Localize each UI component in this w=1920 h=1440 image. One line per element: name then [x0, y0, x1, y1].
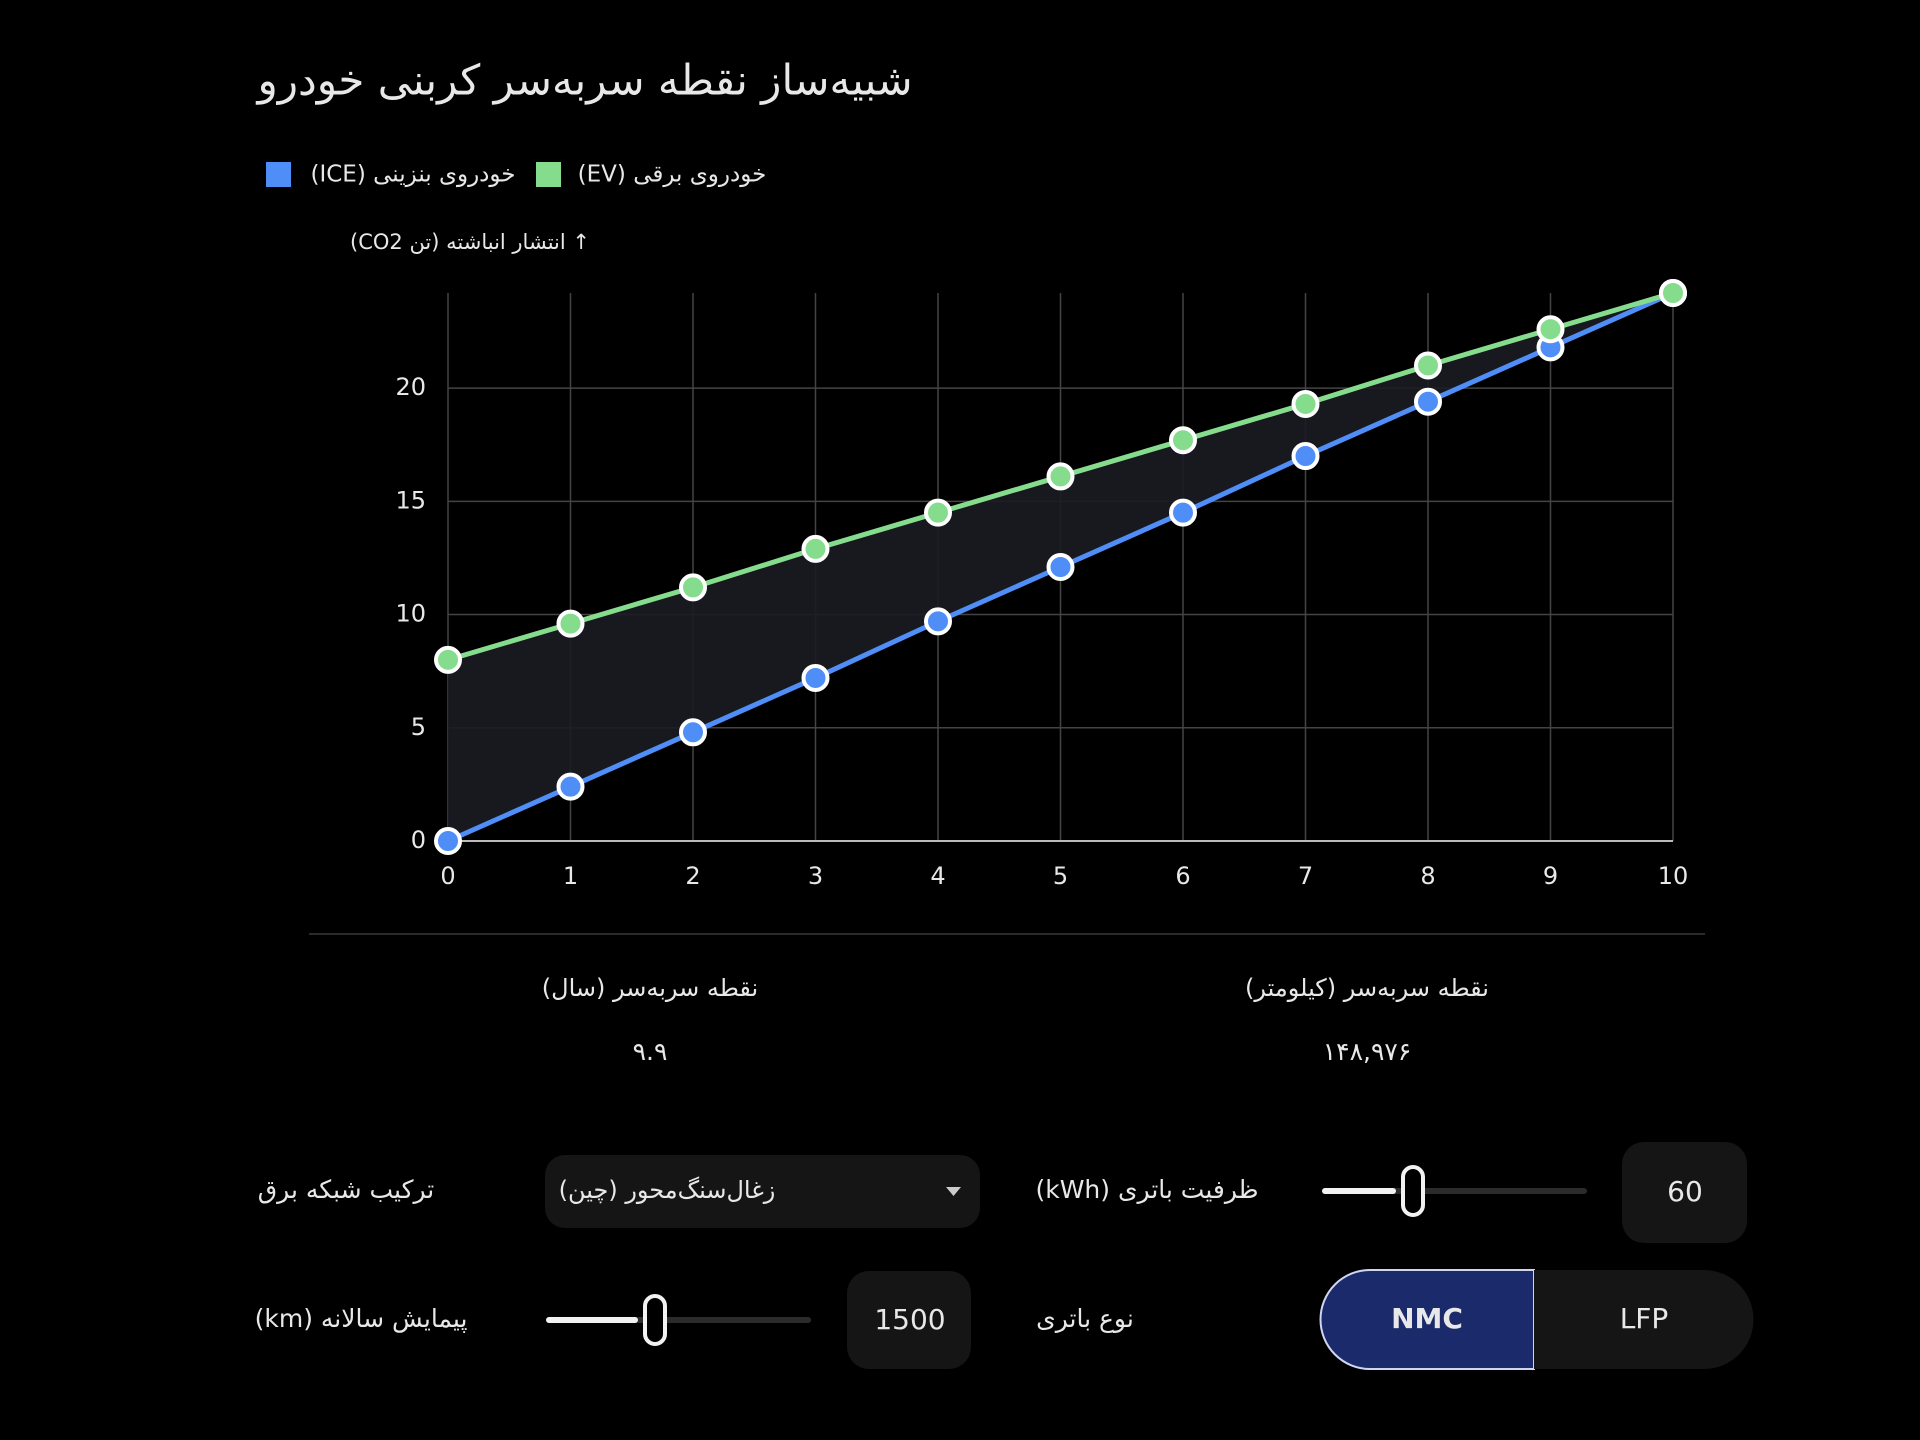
- dropdown-box[interactable]: [545, 1155, 980, 1228]
- data-point: [924, 498, 952, 527]
- x-tick-label: 0: [440, 862, 455, 890]
- y-tick-label: 15: [395, 486, 426, 514]
- data-point: [924, 607, 952, 636]
- control-label: پیمایش سالانه (km): [255, 1304, 468, 1333]
- toggle-option[interactable]: [1534, 1270, 1754, 1369]
- toggle-label[interactable]: NMC: [1391, 1302, 1463, 1335]
- value-box[interactable]: [847, 1271, 971, 1369]
- x-tick-label: 8: [1420, 862, 1435, 890]
- slider[interactable]: [1322, 1165, 1587, 1217]
- value-text[interactable]: 1500: [874, 1303, 945, 1336]
- slider-thumb[interactable]: [1401, 1165, 1425, 1217]
- data-point: [1169, 426, 1197, 455]
- x-tick-label: 1: [563, 862, 578, 890]
- data-point: [556, 609, 585, 638]
- data-point: [1046, 462, 1075, 491]
- x-tick-label: 7: [1298, 862, 1313, 890]
- data-point: [434, 827, 462, 855]
- x-tick-label: 5: [1053, 862, 1068, 890]
- value-text[interactable]: 60: [1667, 1175, 1703, 1208]
- data-point: [679, 573, 707, 602]
- legend-label: خودروی برقی (EV): [578, 162, 767, 188]
- x-tick-label: 3: [808, 862, 823, 890]
- dropdown[interactable]: زغال‌سنگ‌محور (چین): [545, 1155, 980, 1228]
- data-point: [1414, 351, 1442, 380]
- legend-label: خودروی بنزینی (ICE): [310, 162, 515, 188]
- x-tick-label: 2: [685, 862, 700, 890]
- control-label: ترکیب شبکه برق: [258, 1175, 435, 1204]
- y-tick-label: 5: [411, 713, 426, 741]
- dropdown-arrow[interactable]: [946, 1187, 961, 1196]
- slider[interactable]: [546, 1294, 811, 1346]
- data-point: [801, 663, 830, 692]
- x-tick-label: 10: [1658, 862, 1689, 890]
- slider-thumb[interactable]: [643, 1294, 667, 1346]
- legend-swatch: [536, 162, 561, 187]
- stat-value: ۱۴۸,۹۷۶: [1323, 1037, 1412, 1066]
- data-point: [801, 534, 830, 563]
- toggle-option[interactable]: [1319, 1269, 1535, 1370]
- data-point: [434, 645, 462, 674]
- control-label: نوع باتری: [1036, 1304, 1134, 1333]
- data-point: [1536, 315, 1565, 344]
- slider-fill[interactable]: [546, 1317, 638, 1323]
- segmented-toggle[interactable]: NMC LFP: [1319, 1269, 1754, 1370]
- stat-value: ۹.۹: [633, 1037, 668, 1066]
- value-box[interactable]: [1622, 1142, 1747, 1243]
- y-tick-label: 0: [411, 826, 426, 854]
- data-point: [1169, 498, 1197, 527]
- y-axis-label: ↑ انتشار انباشته (تن CO2): [350, 230, 590, 254]
- data-point: [1291, 442, 1320, 471]
- toggle-label[interactable]: LFP: [1620, 1302, 1669, 1335]
- x-tick-label: 9: [1543, 862, 1558, 890]
- stat-label: نقطه سربه‌سر (کیلومتر): [1245, 974, 1489, 1002]
- y-tick-label: 10: [395, 600, 426, 628]
- data-point: [556, 772, 585, 801]
- data-point: [1659, 279, 1687, 307]
- data-point: [1291, 389, 1320, 418]
- x-tick-label: 4: [930, 862, 945, 890]
- data-point: [1414, 387, 1442, 416]
- data-point: [679, 718, 707, 747]
- title: شبیه‌ساز نقطه سربه‌سر کربنی خودرو: [255, 56, 912, 105]
- stat-label: نقطه سربه‌سر (سال): [542, 974, 758, 1002]
- data-point: [1046, 553, 1075, 581]
- legend-swatch: [266, 162, 291, 187]
- x-tick-label: 6: [1175, 862, 1190, 890]
- control-label: ظرفیت باتری (kWh): [1035, 1175, 1258, 1204]
- y-tick-label: 20: [395, 373, 426, 401]
- dropdown-value[interactable]: زغال‌سنگ‌محور (چین): [559, 1176, 776, 1204]
- slider-fill[interactable]: [1322, 1188, 1396, 1194]
